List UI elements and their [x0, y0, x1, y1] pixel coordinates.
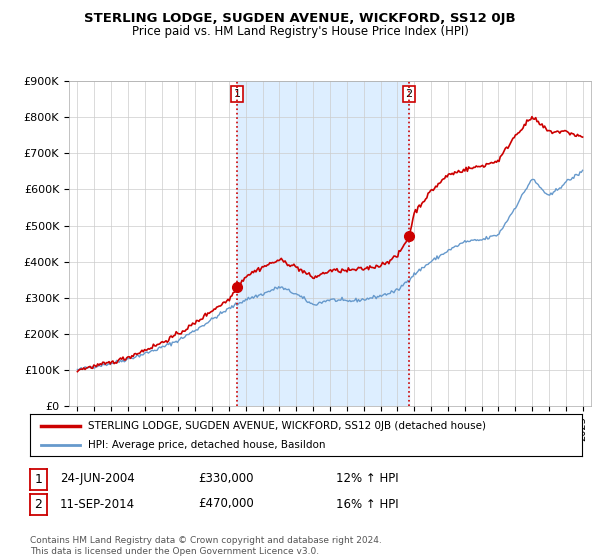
Text: 2: 2 [34, 498, 43, 511]
Bar [237, 81, 409, 406]
Text: STERLING LODGE, SUGDEN AVENUE, WICKFORD, SS12 0JB (detached house): STERLING LODGE, SUGDEN AVENUE, WICKFORD,… [88, 421, 486, 431]
Text: STERLING LODGE, SUGDEN AVENUE, WICKFORD, SS12 0JB: STERLING LODGE, SUGDEN AVENUE, WICKFORD,… [84, 12, 516, 25]
Text: 24-JUN-2004: 24-JUN-2004 [60, 472, 135, 486]
Text: HPI: Average price, detached house, Basildon: HPI: Average price, detached house, Basi… [88, 440, 325, 450]
Text: 11-SEP-2014: 11-SEP-2014 [60, 497, 135, 511]
Text: Contains HM Land Registry data © Crown copyright and database right 2024.
This d: Contains HM Land Registry data © Crown c… [30, 536, 382, 556]
Text: £470,000: £470,000 [198, 497, 254, 511]
Text: 1: 1 [34, 473, 43, 486]
Text: 16% ↑ HPI: 16% ↑ HPI [336, 497, 398, 511]
Text: 1: 1 [233, 89, 241, 99]
Text: 12% ↑ HPI: 12% ↑ HPI [336, 472, 398, 486]
Text: £330,000: £330,000 [198, 472, 254, 486]
Text: Price paid vs. HM Land Registry's House Price Index (HPI): Price paid vs. HM Land Registry's House … [131, 25, 469, 38]
Text: 2: 2 [406, 89, 413, 99]
